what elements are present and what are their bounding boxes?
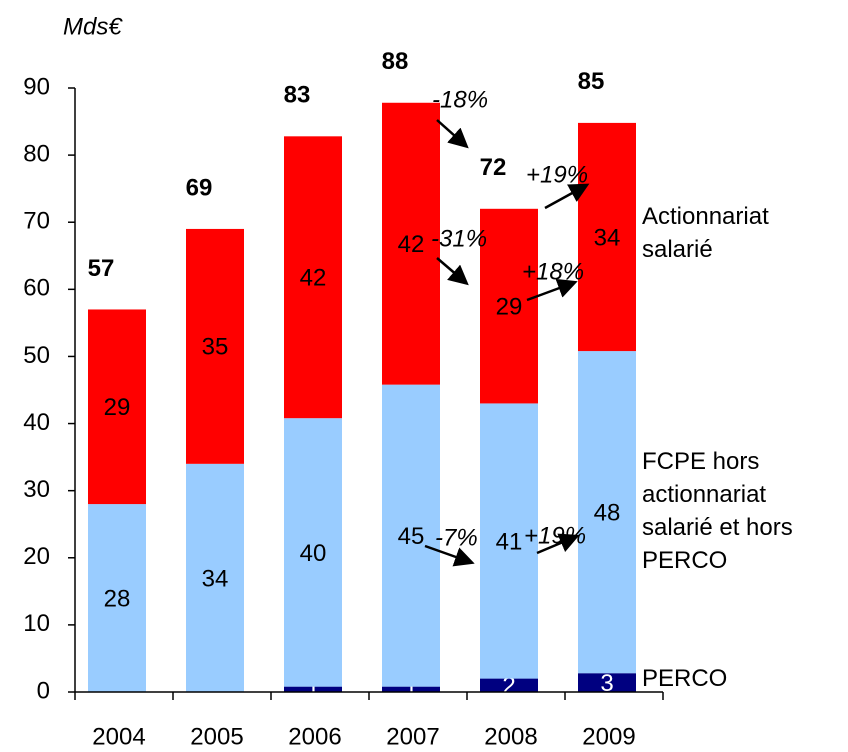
bar-total-label: 85 bbox=[578, 68, 605, 95]
y-tick-label: 70 bbox=[23, 208, 50, 235]
y-tick-label: 30 bbox=[23, 476, 50, 503]
y-tick-label: 90 bbox=[23, 73, 50, 100]
x-tick-label: 2006 bbox=[288, 723, 341, 750]
x-tick-label: 2008 bbox=[484, 723, 537, 750]
change-arrow bbox=[436, 119, 469, 149]
bar-segment bbox=[578, 122, 636, 352]
bar-segment bbox=[480, 403, 538, 679]
legend-label: Actionnariat salarié bbox=[642, 203, 769, 263]
bar-value-label: 42 bbox=[398, 231, 425, 258]
bar-value-label: 35 bbox=[202, 334, 229, 361]
bar-segment bbox=[284, 136, 342, 419]
change-arrow bbox=[544, 183, 590, 210]
bar-segment bbox=[382, 384, 440, 687]
change-annotation: +18% bbox=[522, 258, 584, 285]
x-tick-label: 2004 bbox=[92, 723, 145, 750]
change-annotation: -7% bbox=[435, 524, 478, 551]
bar-total-label: 57 bbox=[88, 255, 115, 282]
change-arrow bbox=[536, 533, 580, 555]
x-tick-label: 2005 bbox=[190, 723, 243, 750]
bar-value-label: 29 bbox=[104, 394, 131, 421]
change-annotation: -31% bbox=[431, 225, 487, 252]
change-arrow bbox=[526, 278, 578, 302]
bar-value-label: 40 bbox=[300, 540, 327, 567]
bar-value-label: 29 bbox=[496, 293, 523, 320]
bar-segment bbox=[480, 208, 538, 404]
x-tick-label: 2007 bbox=[386, 723, 439, 750]
bar-total-label: 83 bbox=[284, 82, 311, 109]
bar-value-label: 42 bbox=[300, 265, 327, 292]
y-tick-label: 80 bbox=[23, 140, 50, 167]
bar-segment bbox=[88, 309, 146, 505]
bar-value-label: 28 bbox=[104, 585, 131, 612]
change-annotation: -18% bbox=[432, 86, 488, 113]
bar-total-label: 69 bbox=[186, 174, 213, 201]
change-arrow bbox=[424, 544, 475, 567]
bar-segment bbox=[88, 504, 146, 692]
bar-segment bbox=[578, 351, 636, 674]
bar-segment bbox=[284, 418, 342, 687]
y-tick-label: 60 bbox=[23, 275, 50, 302]
x-tick-label: 2009 bbox=[582, 723, 635, 750]
legend-label: FCPE hors actionnariat salarié et hors P… bbox=[642, 448, 793, 574]
bar-total-label: 88 bbox=[382, 48, 409, 75]
bar-segment bbox=[382, 686, 440, 692]
bar-value-label: 34 bbox=[202, 565, 229, 592]
y-tick-label: 0 bbox=[37, 677, 50, 704]
bar-value-label: 45 bbox=[398, 523, 425, 550]
y-tick-label: 50 bbox=[23, 342, 50, 369]
y-tick-label: 20 bbox=[23, 543, 50, 570]
change-annotation: +19% bbox=[526, 161, 588, 188]
bar-value-label: 48 bbox=[594, 499, 621, 526]
bar-segment bbox=[382, 102, 440, 385]
bar-value-label: 2 bbox=[502, 673, 515, 700]
bar-segment bbox=[284, 686, 342, 692]
bar-segment bbox=[480, 678, 538, 692]
change-arrow bbox=[436, 257, 469, 286]
bar-value-label: 41 bbox=[496, 528, 523, 555]
bar-segment bbox=[578, 673, 636, 692]
legend-label: PERCO bbox=[642, 665, 728, 692]
y-tick-label: 40 bbox=[23, 409, 50, 436]
bar-segment bbox=[186, 228, 244, 464]
bar-value-label: 34 bbox=[594, 224, 621, 251]
y-unit-label: Mds€ bbox=[63, 13, 123, 40]
bar-total-label: 72 bbox=[480, 154, 507, 181]
y-tick-label: 10 bbox=[23, 610, 50, 637]
bar-segment bbox=[186, 463, 244, 692]
bar-value-label: 3 bbox=[600, 670, 613, 697]
